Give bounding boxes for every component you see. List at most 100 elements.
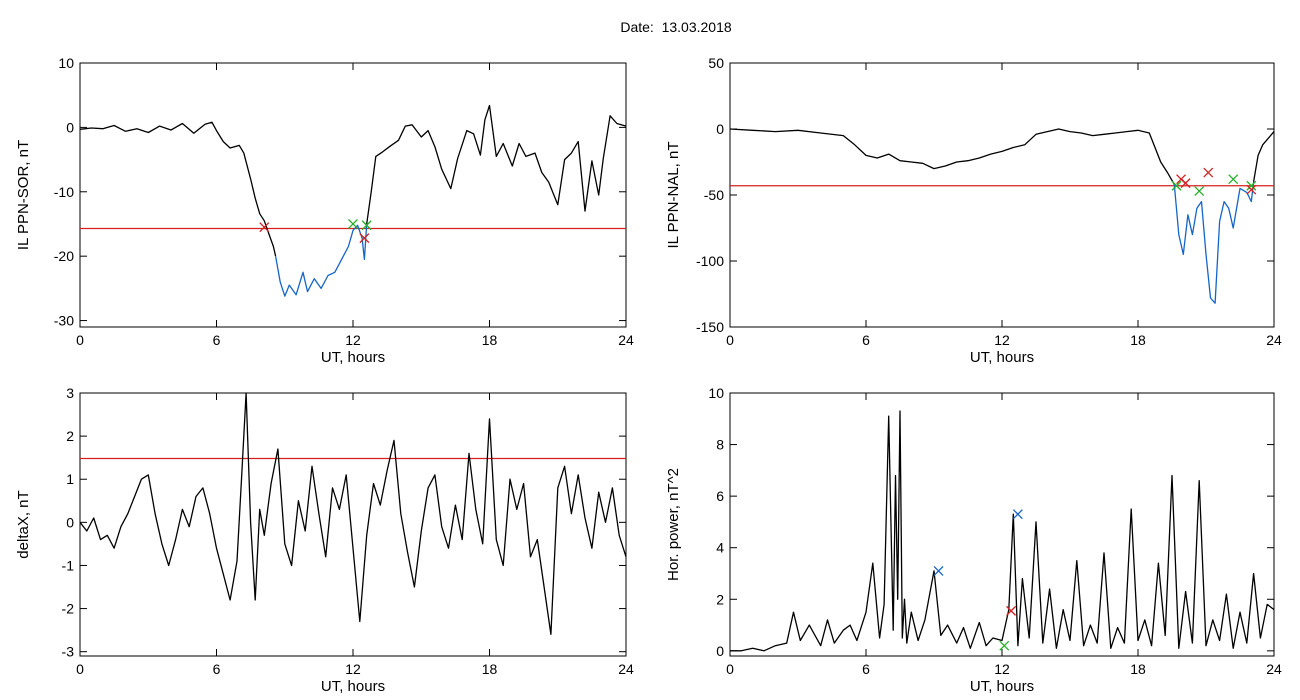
y-tick-label: 0 [716,121,724,137]
x-tick-label: 18 [1130,661,1146,677]
x-axis-label: UT, hours [321,678,385,695]
x-axis-label: UT, hours [970,678,1034,695]
y-tick-label: 1 [66,471,74,487]
marker-stroke [1171,180,1182,191]
y-axis-label: Hor. power, nT^2 [665,468,682,581]
x-tick-label: 24 [618,332,634,348]
marker-stroke [933,565,944,576]
y-tick-label: -100 [696,253,724,269]
x-tick-label: 0 [726,332,734,348]
chart-panel-2: 0 6 12 18 24 50 0 -50 -100 -150 UT, hours IL PPN-NA… [665,55,1282,366]
data-marker [933,565,944,576]
data-marker [1246,184,1257,195]
x-tick-label: 6 [213,661,221,677]
x-tick-label: 6 [213,332,221,348]
plot-frame [729,62,1275,328]
data-marker [1006,605,1017,616]
marker-stroke [1012,509,1023,520]
y-tick-label: 8 [716,437,724,453]
data-marker [348,219,358,229]
y-tick-label: -20 [54,248,74,264]
series-line-2 [274,223,368,297]
y-tick-label: 4 [716,540,724,556]
y-tick-label: -10 [54,184,74,200]
x-tick-label: 6 [862,332,870,348]
data-marker [1171,180,1182,191]
y-tick-label: -2 [62,601,75,617]
x-tick-label: 24 [618,661,634,677]
y-tick-label: 50 [708,55,724,71]
x-tick-label: 6 [862,661,870,677]
y-axis-label: IL PPN-SOR, nT [15,140,32,250]
marker-stroke [1246,184,1257,195]
marker-stroke [1180,178,1191,189]
data-marker [1180,178,1191,189]
x-tick-label: 0 [76,661,84,677]
x-tick-label: 18 [1130,332,1146,348]
x-tick-label: 12 [994,661,1010,677]
y-tick-label: 0 [66,119,74,135]
y-tick-label: 2 [66,428,74,444]
data-marker [1012,509,1023,520]
x-axis-label: UT, hours [970,349,1034,366]
series-line-1 [730,410,1275,652]
y-tick-label: -50 [704,187,724,203]
x-tick-label: 0 [726,661,734,677]
data-marker [1246,180,1257,191]
data-marker [259,222,270,233]
y-tick-label: 10 [58,55,74,71]
data-marker [361,220,372,231]
marker-stroke [1194,186,1205,196]
date-title: Date: 13.03.2018 [0,19,1300,35]
marker-stroke [1006,605,1017,616]
data-marker [1194,186,1205,196]
chart-panel-1: 0 6 12 18 24 10 0 -10 -20 -30 UT, hours IL PPN-SOR,… [15,55,634,366]
x-tick-label: 0 [76,332,84,348]
y-tick-label: -3 [62,644,75,660]
y-tick-label: 3 [66,385,74,401]
date-value: 13.03.2018 [661,19,732,35]
data-marker [1203,167,1214,178]
series-line-1 [79,121,277,257]
x-tick-label: 12 [345,332,361,348]
marker-stroke [1203,167,1214,178]
y-tick-label: 0 [66,514,74,530]
plot-frame [79,62,627,328]
x-tick-label: 18 [482,332,498,348]
marker-stroke [999,640,1010,651]
x-tick-label: 12 [345,661,361,677]
x-tick-label: 18 [482,661,498,677]
marker-stroke [348,219,358,229]
y-tick-label: 0 [716,643,724,659]
data-marker [359,233,370,244]
series-line-3 [1252,131,1275,182]
chart-panel-3: 0 6 12 18 24 3 2 1 0 -1 -2 -3 UT, hours deltaX, nT [15,385,634,695]
marker-stroke [1228,174,1239,185]
series-line-1 [79,392,627,636]
y-tick-label: 10 [708,385,724,401]
x-tick-label: 12 [994,332,1010,348]
y-tick-label: -1 [62,557,75,573]
y-axis-label: IL PPN-NAL, nT [665,142,682,249]
series-line-3 [366,104,627,225]
data-marker [1228,174,1239,185]
x-tick-label: 24 [1266,332,1282,348]
marker-stroke [361,220,372,231]
marker-stroke [1246,180,1257,191]
plot-frame [729,392,1275,657]
marker-stroke [359,233,370,244]
y-tick-label: -150 [696,319,724,335]
y-tick-label: 6 [716,488,724,504]
data-marker [999,640,1010,651]
x-tick-label: 24 [1266,661,1282,677]
date-label: Date: [620,19,654,35]
x-axis-label: UT, hours [321,349,385,366]
series-line-2 [1173,181,1255,304]
series-line-1 [729,128,1175,185]
marker-stroke [259,222,270,233]
chart-panel-4: 0 6 12 18 24 10 8 6 4 2 0 UT, hours Hor. power, nT^2 [665,385,1282,695]
y-axis-label: deltaX, nT [15,490,32,558]
y-tick-label: -30 [54,313,74,329]
y-tick-label: 2 [716,591,724,607]
